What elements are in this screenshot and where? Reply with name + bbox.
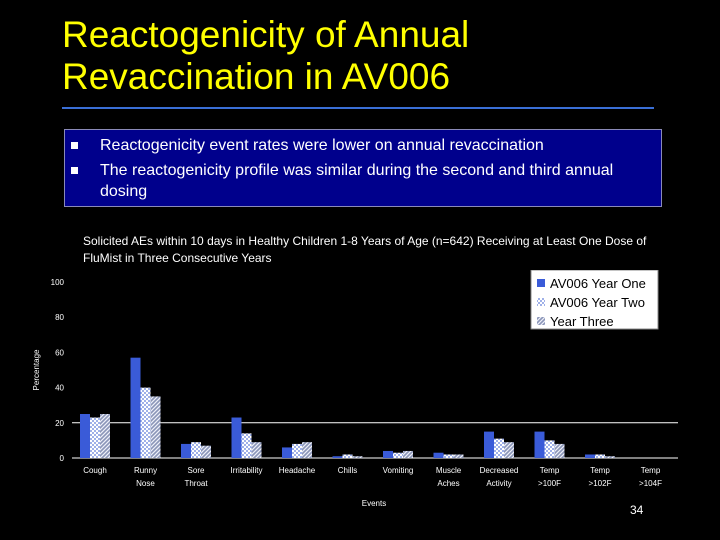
x-tick-label: Cough <box>83 466 107 475</box>
bar-3 <box>251 442 262 458</box>
y-tick-label: 0 <box>60 454 65 463</box>
bar-1 <box>80 414 90 458</box>
y-tick-label: 100 <box>51 278 65 287</box>
x-tick-label: Irritability <box>230 466 262 475</box>
x-tick-label: Temp <box>540 466 560 475</box>
bar-3 <box>100 414 110 458</box>
bar-2 <box>443 454 454 458</box>
bar-3 <box>605 456 615 458</box>
page-number: 34 <box>630 503 644 517</box>
x-tick-label: >100F <box>538 479 561 488</box>
bar-3 <box>403 450 413 458</box>
bullet-marker-icon <box>71 167 78 174</box>
x-tick-label: >102F <box>589 479 612 488</box>
bar-1 <box>383 450 393 458</box>
x-tick-label: Sore <box>188 466 205 475</box>
x-tick-label: >104F <box>639 479 662 488</box>
bar-3 <box>302 442 312 458</box>
x-tick-label: Temp <box>641 466 661 475</box>
x-tick-label: Nose <box>136 479 155 488</box>
bar-1 <box>181 443 191 458</box>
title-line-2: Revaccination in AV006 <box>62 56 451 97</box>
bar-1 <box>282 447 292 458</box>
bar-2 <box>544 440 555 458</box>
y-axis-label: Percentage <box>32 349 41 390</box>
legend-swatch <box>537 298 545 306</box>
x-tick-label: Throat <box>184 479 208 488</box>
legend-swatch <box>537 279 545 287</box>
legend-box <box>530 270 659 330</box>
bar-2 <box>292 443 302 458</box>
bar-1 <box>231 417 242 458</box>
bar-3 <box>352 456 363 458</box>
x-tick-label: Decreased <box>480 466 519 475</box>
bar-1 <box>585 454 595 458</box>
bar-2 <box>595 454 605 458</box>
x-tick-label: Chills <box>338 466 358 475</box>
x-axis-label: Events <box>362 499 386 508</box>
legend-label: AV006 Year Two <box>550 295 645 310</box>
x-tick-label: Muscle <box>436 466 462 475</box>
legend-label: Year Three <box>550 314 614 329</box>
bar-2 <box>191 442 201 458</box>
bar-chart: 0 20 40 60 80 100 Percentage Cough Runny Nose Sore… <box>32 270 678 508</box>
bar-1 <box>433 452 444 458</box>
bar-2 <box>241 433 252 458</box>
y-tick-label: 20 <box>55 419 64 428</box>
x-tick-label: Activity <box>486 479 511 488</box>
title-divider <box>62 107 654 109</box>
x-tick-label: Headache <box>279 466 316 475</box>
bar-2 <box>393 452 403 458</box>
y-tick-label: 80 <box>55 313 64 322</box>
bar-1 <box>484 431 494 458</box>
legend-label: AV006 Year One <box>550 276 646 291</box>
bar-3 <box>150 396 161 458</box>
bar-3 <box>453 454 464 458</box>
bullet-text: The reactogenicity profile was similar d… <box>100 162 614 200</box>
x-tick-label: Temp <box>590 466 610 475</box>
bullet-text: Reactogenicity event rates were lower on… <box>100 137 544 154</box>
bullet-box: Reactogenicity event rates were lower on… <box>64 129 662 207</box>
bar-2 <box>494 438 504 458</box>
bar-2 <box>140 387 151 458</box>
y-tick-label: 60 <box>55 348 64 357</box>
bar-3 <box>554 443 565 458</box>
y-tick-label: 40 <box>55 384 64 393</box>
legend-swatch <box>537 317 545 325</box>
bar-2 <box>342 454 353 458</box>
bar-1 <box>332 456 343 458</box>
x-tick-label: Vomiting <box>383 466 414 475</box>
slide-title: Reactogenicity of Annual Revaccination i… <box>62 14 662 98</box>
bar-2 <box>90 417 100 458</box>
title-line-1: Reactogenicity of Annual <box>62 14 470 55</box>
bullet-marker-icon <box>71 142 78 149</box>
bar-1 <box>534 431 545 458</box>
x-tick-label: Aches <box>437 479 459 488</box>
bar-3 <box>504 442 514 458</box>
bar-1 <box>130 357 141 458</box>
chart-caption: Solicited AEs within 10 days in Healthy … <box>83 234 647 265</box>
bar-3 <box>201 445 211 458</box>
x-tick-label: Runny <box>134 466 157 475</box>
